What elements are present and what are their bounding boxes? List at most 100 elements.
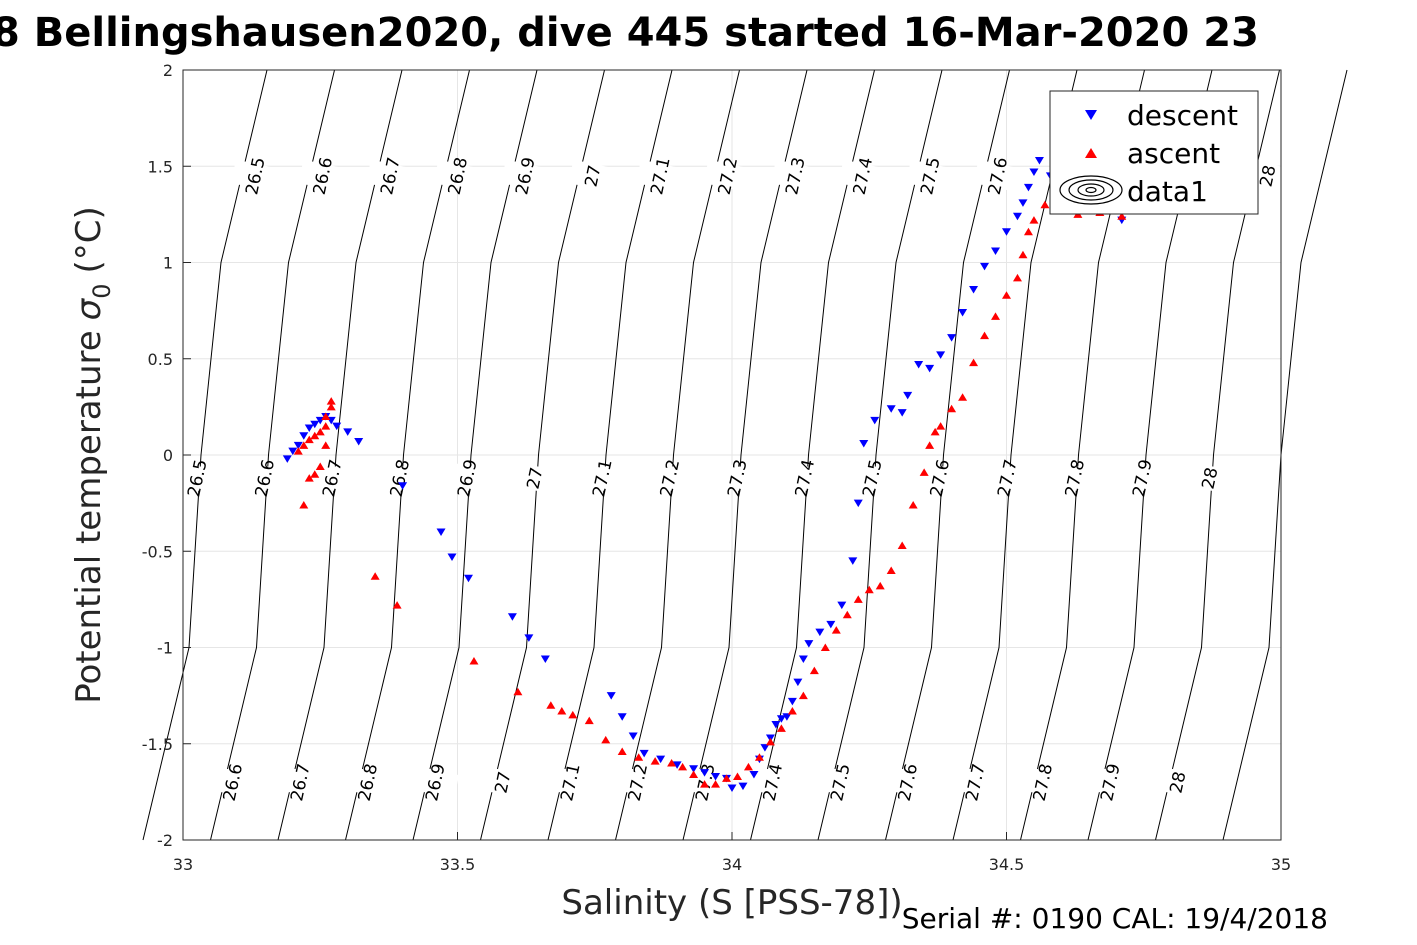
descent-point xyxy=(1029,168,1039,177)
ascent-point xyxy=(864,585,874,594)
ascent-point xyxy=(765,737,775,746)
density-contour-line xyxy=(345,69,470,841)
descent-point xyxy=(1023,183,1033,192)
ascent-point xyxy=(980,331,990,340)
ascent-point xyxy=(678,762,688,771)
contour-label-bg xyxy=(208,765,257,799)
legend-descent-label: descent xyxy=(1127,99,1238,132)
ascent-point xyxy=(809,666,819,675)
x-tick-label: 33 xyxy=(173,855,193,874)
descent-point xyxy=(980,262,990,271)
descent-point xyxy=(398,482,408,490)
legend-box xyxy=(1049,90,1259,215)
descent-point xyxy=(711,772,721,781)
descent-point xyxy=(672,761,682,769)
y-tick-label: -1.5 xyxy=(142,735,173,754)
descent-point xyxy=(853,499,863,508)
ascent-point xyxy=(546,701,556,709)
density-contour-line xyxy=(750,69,875,841)
ascent-point xyxy=(1117,212,1127,220)
y-axis-label-unit: (°C) xyxy=(69,206,109,273)
contour-label-bg xyxy=(568,159,617,193)
density-contour-line xyxy=(547,69,673,841)
ascent-point xyxy=(787,707,797,715)
legend-ascent-label: ascent xyxy=(1127,137,1220,170)
descent-point xyxy=(524,634,534,642)
descent-point xyxy=(859,439,869,448)
descent-point xyxy=(293,441,303,450)
ascent-point xyxy=(743,762,753,771)
legend-contour-icon xyxy=(1059,175,1123,205)
descent-point xyxy=(436,528,446,536)
contour-label-bg xyxy=(1085,765,1135,799)
x-tick-label: 35 xyxy=(1271,855,1291,874)
contour-label-bg xyxy=(915,461,964,495)
ascent-point xyxy=(1029,216,1039,224)
ascent-point xyxy=(557,707,567,715)
descent-point xyxy=(886,405,896,413)
ascent-point xyxy=(370,572,380,580)
ascent-point xyxy=(875,581,885,590)
descent-point xyxy=(771,721,781,729)
contour-label-bg xyxy=(613,765,662,799)
ascent-point xyxy=(650,757,660,765)
ascent-point xyxy=(908,501,918,509)
y-axis-label: Potential temperature σ0 (°C) xyxy=(69,206,116,704)
chart-title: 8 Bellingshausen2020, dive 445 started 1… xyxy=(0,10,1259,56)
ascent-point xyxy=(722,774,732,782)
descent-point xyxy=(700,769,710,777)
contour-label-bg xyxy=(982,461,1032,495)
descent-point xyxy=(738,782,748,791)
contour-label-bg xyxy=(1018,765,1067,799)
density-contour-line xyxy=(277,69,403,841)
ascent-point xyxy=(299,501,309,509)
y-axis-label-text: Potential temperature xyxy=(69,330,109,703)
contour-label-bg xyxy=(645,461,694,495)
descent-point xyxy=(903,391,913,400)
descent-point xyxy=(332,422,342,431)
ascent-point xyxy=(820,643,830,651)
descent-point xyxy=(288,447,298,456)
density-contour-line xyxy=(142,69,268,841)
descent-point xyxy=(798,655,808,664)
ascent-point xyxy=(919,468,929,476)
legend-data1-label: data1 xyxy=(1127,175,1208,208)
ascent-point xyxy=(969,358,979,367)
contour-label-bg xyxy=(973,159,1022,193)
ascent-point xyxy=(732,772,742,780)
ascent-point xyxy=(568,710,578,719)
descent-point xyxy=(639,749,649,758)
contour-label-bg xyxy=(950,765,1000,799)
ascent-point xyxy=(925,441,935,449)
contour-label-bg xyxy=(838,159,887,193)
y-tick-label: 1.5 xyxy=(148,157,173,176)
y-tick-label: -1 xyxy=(157,639,173,658)
ascent-point xyxy=(513,687,523,696)
ascent-point xyxy=(1002,291,1011,299)
descent-point xyxy=(354,438,364,446)
y-tick-label: 0 xyxy=(163,446,173,465)
density-contour-line xyxy=(682,69,808,841)
descent-point xyxy=(507,613,517,621)
ascent-point xyxy=(1040,200,1050,209)
descent-point xyxy=(1002,228,1011,236)
ascent-point xyxy=(392,601,402,609)
contour-label-bg xyxy=(343,765,392,799)
contour-label-bg xyxy=(1153,765,1202,799)
contour-label-bg xyxy=(500,159,550,193)
ascent-point xyxy=(711,780,721,788)
y-tick-label: -0.5 xyxy=(142,542,173,561)
descent-point xyxy=(815,628,825,637)
x-axis-label: Salinity (S [PSS-78]) xyxy=(561,883,902,923)
ascent-point xyxy=(617,747,627,755)
density-contour-line xyxy=(952,69,1078,841)
descent-point xyxy=(299,432,309,440)
x-tick-label: 34 xyxy=(722,855,742,874)
ascent-point xyxy=(321,441,331,449)
contour-label-bg xyxy=(442,461,492,495)
ascent-point xyxy=(667,759,677,767)
contour-label-bg xyxy=(883,765,932,799)
ascent-point xyxy=(700,780,710,788)
descent-point xyxy=(826,620,836,629)
descent-point xyxy=(947,334,957,342)
